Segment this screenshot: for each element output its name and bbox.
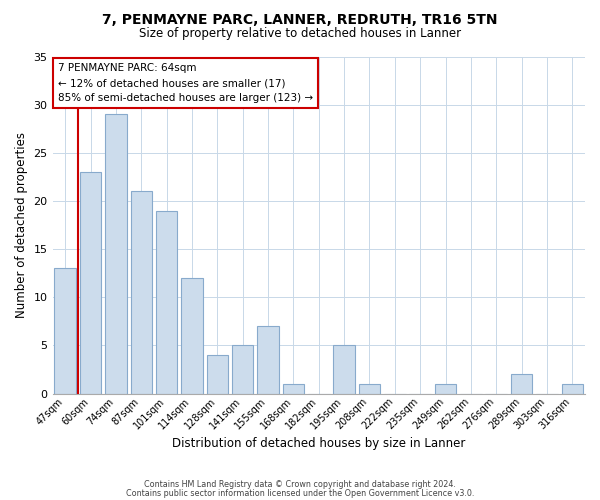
Text: Size of property relative to detached houses in Lanner: Size of property relative to detached ho… <box>139 28 461 40</box>
X-axis label: Distribution of detached houses by size in Lanner: Distribution of detached houses by size … <box>172 437 466 450</box>
Bar <box>131 192 152 394</box>
Text: Contains public sector information licensed under the Open Government Licence v3: Contains public sector information licen… <box>126 488 474 498</box>
Bar <box>435 384 457 394</box>
Bar <box>181 278 203 394</box>
Bar <box>105 114 127 394</box>
Bar <box>80 172 101 394</box>
Y-axis label: Number of detached properties: Number of detached properties <box>15 132 28 318</box>
Bar <box>257 326 279 394</box>
Bar <box>206 355 228 394</box>
Text: Contains HM Land Registry data © Crown copyright and database right 2024.: Contains HM Land Registry data © Crown c… <box>144 480 456 489</box>
Bar <box>562 384 583 394</box>
Bar <box>55 268 76 394</box>
Text: 7 PENMAYNE PARC: 64sqm
← 12% of detached houses are smaller (17)
85% of semi-det: 7 PENMAYNE PARC: 64sqm ← 12% of detached… <box>58 63 313 103</box>
Bar <box>232 346 253 394</box>
Bar <box>156 210 178 394</box>
Text: 7, PENMAYNE PARC, LANNER, REDRUTH, TR16 5TN: 7, PENMAYNE PARC, LANNER, REDRUTH, TR16 … <box>102 12 498 26</box>
Bar <box>359 384 380 394</box>
Bar <box>283 384 304 394</box>
Bar <box>334 346 355 394</box>
Bar <box>511 374 532 394</box>
